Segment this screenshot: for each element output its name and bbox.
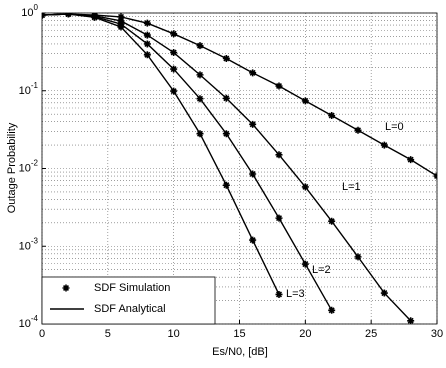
marker	[354, 253, 362, 261]
marker	[196, 130, 204, 138]
legend-box	[41, 276, 216, 325]
marker	[249, 170, 257, 178]
marker	[222, 130, 230, 138]
analytical-line	[42, 13, 280, 295]
marker	[328, 306, 336, 314]
y-tick-label: 10-3	[19, 236, 39, 252]
x-axis-label: Es/N0, [dB]	[212, 346, 268, 358]
marker	[196, 95, 204, 103]
marker	[143, 51, 151, 59]
y-tick-label: 10-2	[19, 159, 39, 175]
marker	[64, 13, 72, 18]
marker	[91, 13, 99, 21]
marker	[380, 289, 388, 297]
marker	[249, 69, 257, 77]
marker	[301, 97, 309, 105]
marker	[380, 141, 388, 149]
y-tick-label: 10-4	[19, 314, 39, 330]
marker	[407, 317, 415, 324]
marker	[249, 120, 257, 128]
curve-label: L=1	[342, 181, 361, 193]
axes: 0 5 10 15 20 25 30 10-4 10-3 10-2 10-1 100	[19, 3, 444, 340]
marker	[275, 214, 283, 222]
marker	[301, 260, 309, 268]
marker	[196, 71, 204, 79]
marker	[196, 42, 204, 50]
x-tick-label: 25	[365, 328, 377, 340]
marker	[328, 112, 336, 120]
x-tick-label: 10	[168, 328, 180, 340]
marker	[222, 181, 230, 189]
plot	[42, 13, 437, 324]
legend-label: SDF Analytical	[94, 303, 166, 315]
marker	[170, 87, 178, 95]
marker	[170, 49, 178, 57]
x-tick-label: 20	[299, 328, 311, 340]
x-tick-label: 0	[39, 328, 45, 340]
marker	[301, 183, 309, 191]
y-axis-label: Outage Probability	[6, 122, 18, 213]
marker	[170, 30, 178, 38]
marker	[249, 236, 257, 244]
curve-label: L=0	[385, 121, 404, 133]
marker	[275, 151, 283, 159]
marker	[170, 65, 178, 73]
x-tick-label: 15	[233, 328, 245, 340]
legend: SDF Simulation SDF Analytical	[41, 276, 216, 325]
curve-label: L=2	[312, 264, 331, 276]
marker	[143, 40, 151, 48]
marker	[222, 94, 230, 102]
marker	[354, 126, 362, 134]
legend-marker	[62, 284, 70, 292]
y-tick-label: 10-1	[19, 81, 39, 97]
legend-label: SDF Simulation	[94, 282, 170, 294]
marker	[117, 13, 125, 21]
marker	[222, 54, 230, 62]
x-tick-label: 30	[431, 328, 443, 340]
marker	[275, 82, 283, 90]
marker	[143, 31, 151, 39]
curve-label: L=3	[286, 288, 305, 300]
marker	[328, 217, 336, 225]
y-tick-label: 100	[21, 3, 38, 19]
marker	[143, 19, 151, 27]
marker	[407, 156, 415, 164]
marker	[117, 23, 125, 31]
marker	[275, 290, 283, 298]
x-tick-label: 5	[105, 328, 111, 340]
analytical-line	[42, 13, 437, 177]
